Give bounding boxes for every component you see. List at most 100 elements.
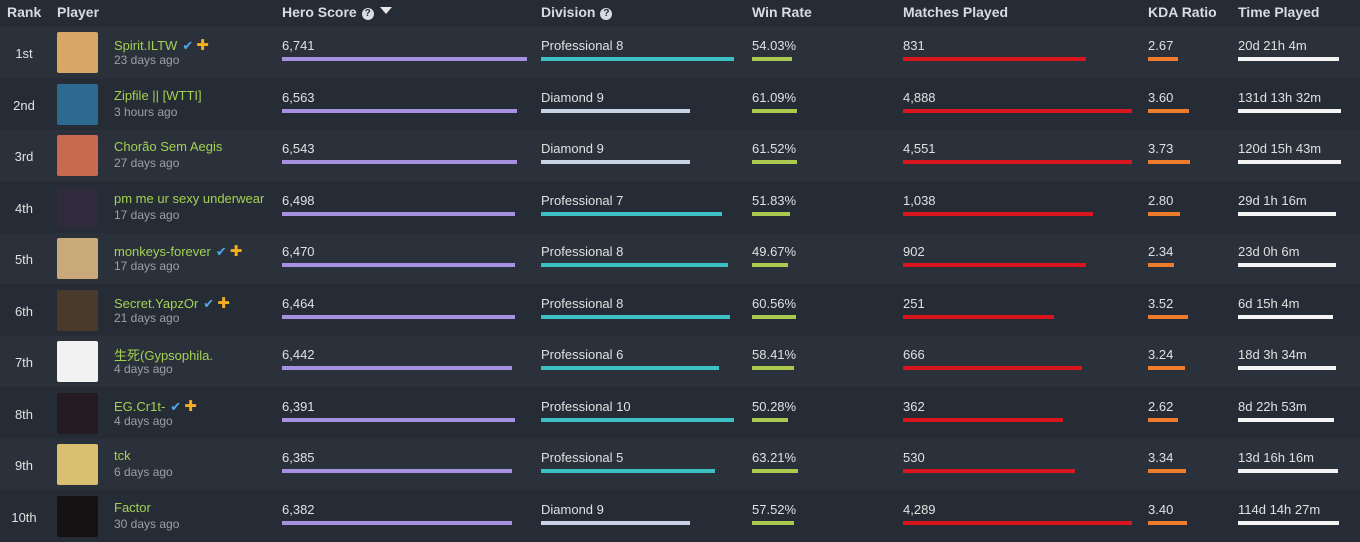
player-name-cell[interactable]: 生死(Gypsophila. (114, 345, 213, 364)
verified-checkmark-icon: ✔ (170, 398, 182, 414)
player-name-link[interactable]: Secret.YapzOr (114, 295, 199, 311)
table-row[interactable]: 7th 生死(Gypsophila. 4 days ago 6,442 Professi… (0, 336, 1360, 387)
hero-score-value: 6,442 (282, 347, 315, 362)
matches-played-value: 4,888 (903, 89, 936, 105)
player-avatar[interactable] (57, 392, 98, 434)
win-rate-bar (752, 417, 788, 422)
col-matches-played-header[interactable]: Matches Played (903, 4, 1009, 20)
rank-cell: 1st (15, 46, 33, 61)
col-win-rate-header[interactable]: Win Rate (752, 4, 812, 20)
player-name-link[interactable]: 生死(Gypsophila. (114, 348, 213, 363)
win-rate-value: 58.41% (752, 347, 797, 362)
player-name-cell[interactable]: tck (114, 448, 131, 463)
division-bar (541, 366, 719, 370)
table-row[interactable]: 6th Secret.YapzOr ✔ ✚ 21 days ago 6,464 Profes… (0, 284, 1360, 336)
table-row[interactable]: 8th EG.Cr1t- ✔ ✚ 4 days ago 6,391 Professional… (0, 387, 1360, 439)
player-name-link[interactable]: pm me ur sexy underwear (114, 190, 265, 206)
table-row[interactable]: 5th monkeys-forever ✔ ✚ 17 days ago 6,470 Prof… (0, 233, 1360, 284)
player-name-link[interactable]: monkeys-forever (114, 244, 211, 259)
player-name-cell[interactable]: EG.Cr1t- ✔ ✚ (114, 397, 197, 415)
col-kda-ratio-header[interactable]: KDA Ratio (1148, 4, 1217, 20)
time-played-value: 23d 0h 6m (1238, 244, 1300, 259)
matches-played-bar (903, 108, 1132, 113)
matches-played-bar (903, 160, 1132, 164)
player-avatar[interactable] (57, 83, 98, 125)
matches-played-value: 831 (903, 38, 925, 53)
win-rate-bar (752, 160, 797, 164)
hero-score-bar (282, 108, 517, 113)
rank-cell: 9th (14, 458, 34, 473)
table-row[interactable]: 10th Factor 30 days ago 6,382 Diamond 9 57.52… (0, 490, 1360, 542)
player-name-link[interactable]: EG.Cr1t- (114, 398, 166, 414)
win-rate-value: 49.67% (752, 244, 797, 259)
player-name-link[interactable]: tck (114, 448, 131, 463)
player-name-cell[interactable]: Zipfile || [WTTI] (114, 88, 202, 103)
help-circle-icon[interactable]: ? (600, 8, 613, 20)
rank-cell: 7th (14, 355, 34, 370)
win-rate-value: 50.28% (752, 398, 797, 414)
last-match-time: 17 days ago (114, 207, 180, 222)
hero-score-value: 6,391 (282, 398, 315, 414)
player-avatar[interactable] (57, 289, 98, 331)
win-rate-value: 60.56% (752, 295, 797, 311)
win-rate-value: 54.03% (752, 38, 797, 53)
matches-played-bar (903, 520, 1132, 525)
player-avatar[interactable] (57, 135, 98, 176)
kda-ratio-value: 2.80 (1148, 192, 1174, 208)
player-avatar[interactable] (57, 186, 98, 228)
hero-score-bar (282, 366, 512, 370)
col-hero-score-header[interactable]: Hero Score? (282, 4, 392, 20)
table-row[interactable]: 4th pm me ur sexy underwear 17 days ago 6,4… (0, 181, 1360, 233)
division-bar (541, 108, 690, 113)
sort-descending-icon[interactable] (379, 7, 392, 14)
kda-ratio-bar (1148, 520, 1187, 525)
player-name-cell[interactable]: Factor (114, 500, 151, 515)
last-match-time: 6 days ago (114, 465, 173, 479)
col-time-played-header[interactable]: Time Played (1238, 4, 1320, 20)
player-avatar[interactable] (57, 341, 98, 382)
help-circle-icon[interactable]: ? (361, 8, 374, 20)
kda-ratio-bar (1148, 108, 1189, 113)
hero-score-value: 6,470 (282, 244, 315, 259)
player-name-cell[interactable]: monkeys-forever ✔ ✚ (114, 242, 242, 260)
time-played-value: 131d 13h 32m (1238, 89, 1322, 105)
division-bar (541, 57, 734, 61)
last-match-time: 3 hours ago (114, 104, 178, 119)
player-name-link[interactable]: Spirit.ILTW (114, 38, 178, 53)
player-name-cell[interactable]: Chorão Sem Aegis (114, 139, 222, 154)
player-avatar[interactable] (57, 444, 98, 485)
table-row[interactable]: 3rd Chorão Sem Aegis 27 days ago 6,543 Diamo… (0, 130, 1360, 181)
matches-played-bar (903, 211, 1093, 216)
win-rate-bar (752, 520, 794, 525)
player-avatar[interactable] (57, 32, 98, 73)
col-division-header[interactable]: Division? (541, 4, 613, 20)
matches-played-value: 362 (903, 398, 925, 414)
hero-score-value: 6,563 (282, 89, 315, 105)
win-rate-bar (752, 469, 798, 473)
player-name-cell[interactable]: pm me ur sexy underwear (114, 191, 264, 206)
col-rank-header[interactable]: Rank (7, 4, 42, 20)
time-played-value: 29d 1h 16m (1238, 192, 1307, 208)
table-row[interactable]: 1st Spirit.ILTW ✔ ✚ 23 days ago 6,741 Professi… (0, 27, 1360, 78)
hero-score-value: 6,382 (282, 501, 315, 517)
matches-played-bar (903, 263, 1086, 267)
table-row[interactable]: 9th tck 6 days ago 6,385 Professional 5 63.21… (0, 439, 1360, 490)
kda-ratio-value: 2.62 (1148, 398, 1174, 414)
player-name-link[interactable]: Factor (114, 499, 151, 515)
kda-ratio-value: 3.34 (1148, 450, 1174, 465)
verified-checkmark-icon: ✔ (215, 244, 227, 259)
table-row[interactable]: 2nd Zipfile || [WTTI] 3 hours ago 6,563 Diam… (0, 78, 1360, 130)
kda-ratio-value: 3.52 (1148, 295, 1174, 311)
player-name-link[interactable]: Chorão Sem Aegis (114, 139, 223, 154)
hero-score-bar (282, 160, 517, 164)
matches-played-value: 1,038 (903, 192, 936, 208)
matches-played-bar (903, 417, 1063, 422)
player-name-cell[interactable]: Secret.YapzOr ✔ ✚ (114, 294, 230, 312)
player-avatar[interactable] (57, 495, 98, 537)
col-player-header[interactable]: Player (57, 4, 100, 20)
player-name-link[interactable]: Zipfile || [WTTI] (114, 87, 202, 103)
player-name-cell[interactable]: Spirit.ILTW ✔ ✚ (114, 36, 209, 54)
player-avatar[interactable] (57, 238, 98, 279)
verified-checkmark-icon: ✔ (182, 38, 194, 53)
matches-played-value: 666 (903, 347, 925, 362)
